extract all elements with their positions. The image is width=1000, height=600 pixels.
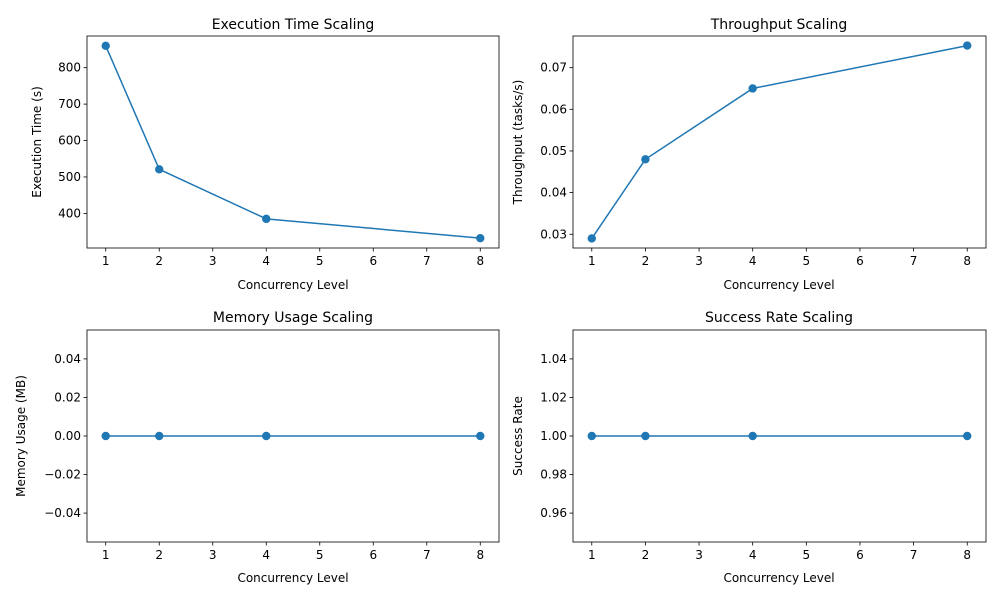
data-point [101,431,110,441]
series-line [105,45,481,239]
x-tick-label: 1 [588,254,596,268]
x-tick-label: 6 [856,548,864,562]
x-axis-label: Concurrency Level [723,278,834,292]
plot-area-frame [86,35,500,249]
subplot-throughput: Throughput Scaling Concurrency Level Thr… [511,17,987,292]
y-tick-label: 0.05 [540,144,567,158]
data-point [748,84,757,93]
x-axis-label: Concurrency Level [723,571,834,585]
chart-title: Memory Usage Scaling [213,310,373,326]
y-tick-label: 1.02 [540,390,567,404]
x-tick-label: 3 [209,254,217,268]
y-axis-label: Success Rate [511,396,525,476]
chart-title: Success Rate Scaling [705,310,853,326]
chart-title: Execution Time Scaling [212,17,375,33]
x-tick-label: 4 [262,254,270,268]
y-tick-label: 1.04 [540,352,567,366]
data-point [587,431,596,441]
subplot-execution-time: Execution Time Scaling Concurrency Level… [30,17,500,292]
x-tick-label: 5 [316,548,324,562]
y-tick-label: 0.98 [540,468,567,482]
data-point [963,41,972,50]
y-axis-label: Execution Time (s) [30,86,44,198]
plot-area-frame [572,35,987,249]
y-tick-label: 0.07 [540,61,567,75]
x-tick-label: 6 [856,254,864,268]
x-tick-label: 8 [963,548,971,562]
y-tick-label: 800 [58,61,81,75]
data-point [641,431,650,441]
x-tick-label: 2 [642,254,650,268]
y-tick-label: −0.02 [44,468,81,482]
x-tick-label: 8 [476,548,484,562]
x-tick-label: 3 [695,548,703,562]
subplot-success-rate: Success Rate Scaling Concurrency Level S… [511,310,987,585]
x-tick-label: 4 [749,254,757,268]
x-tick-label: 4 [749,548,757,562]
x-tick-label: 2 [155,254,163,268]
y-tick-label: 0.04 [540,186,567,200]
data-point [641,155,650,164]
y-tick-label: 0.06 [540,102,567,116]
x-axis-label: Concurrency Level [237,571,348,585]
data-point [101,41,110,51]
x-tick-label: 7 [423,254,431,268]
x-tick-label: 5 [802,548,810,562]
x-tick-label: 8 [963,254,971,268]
y-tick-label: 400 [58,206,81,220]
x-tick-label: 6 [369,548,377,562]
data-point [587,234,596,243]
x-tick-label: 1 [588,548,596,562]
x-tick-label: 1 [102,254,110,268]
x-tick-label: 3 [209,548,217,562]
x-tick-label: 6 [369,254,377,268]
y-tick-label: 0.03 [540,227,567,241]
x-tick-label: 8 [476,254,484,268]
subplot-memory-usage: Memory Usage Scaling Concurrency Level M… [14,310,500,585]
data-point [262,431,271,441]
data-point [476,233,485,243]
x-tick-label: 5 [802,254,810,268]
data-point [748,431,757,441]
y-tick-label: −0.04 [44,506,81,520]
y-tick-label: 1.00 [540,429,567,443]
y-tick-label: 0.04 [54,352,81,366]
y-tick-label: 0.00 [54,429,81,443]
x-tick-label: 7 [423,548,431,562]
x-tick-label: 7 [910,548,918,562]
y-tick-label: 0.02 [54,390,81,404]
x-tick-label: 7 [910,254,918,268]
y-tick-label: 0.96 [540,506,567,520]
chart-title: Throughput Scaling [710,17,847,33]
x-axis-label: Concurrency Level [237,278,348,292]
data-point [262,214,271,224]
data-point [476,431,485,441]
y-tick-label: 700 [58,97,81,111]
y-tick-label: 500 [58,170,81,184]
x-tick-label: 3 [695,254,703,268]
x-tick-label: 5 [316,254,324,268]
y-axis-label: Throughput (tasks/s) [511,80,525,206]
series-line [591,44,968,239]
data-point [155,431,164,441]
y-tick-label: 600 [58,134,81,148]
y-axis-label: Memory Usage (MB) [14,375,28,497]
x-tick-label: 4 [262,548,270,562]
x-tick-label: 2 [155,548,163,562]
data-point [963,431,972,441]
x-tick-label: 2 [642,548,650,562]
x-tick-label: 1 [102,548,110,562]
data-point [155,165,164,174]
